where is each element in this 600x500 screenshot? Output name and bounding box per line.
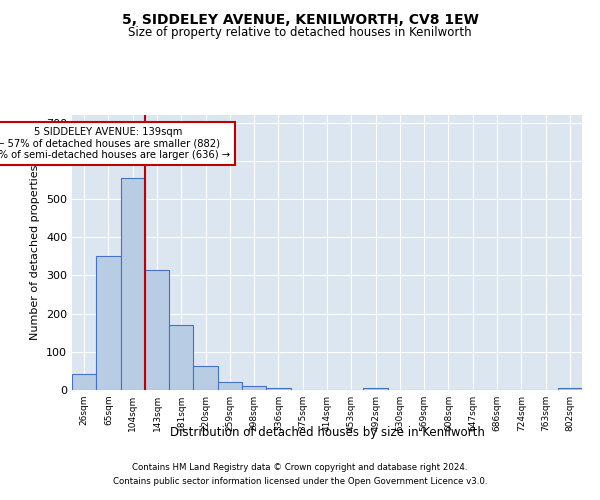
Text: 5 SIDDELEY AVENUE: 139sqm
← 57% of detached houses are smaller (882)
41% of semi: 5 SIDDELEY AVENUE: 139sqm ← 57% of detac… [0, 127, 230, 160]
Bar [364, 388, 388, 390]
Text: Contains HM Land Registry data © Crown copyright and database right 2024.: Contains HM Land Registry data © Crown c… [132, 464, 468, 472]
Bar [72, 374, 96, 390]
Bar [169, 325, 193, 390]
Bar [218, 382, 242, 390]
Text: Size of property relative to detached houses in Kenilworth: Size of property relative to detached ho… [128, 26, 472, 39]
Bar [145, 270, 169, 390]
Y-axis label: Number of detached properties: Number of detached properties [31, 165, 40, 340]
Bar [558, 388, 582, 390]
Bar [242, 386, 266, 390]
Bar [193, 366, 218, 390]
Bar [266, 388, 290, 390]
Bar [121, 178, 145, 390]
Text: Distribution of detached houses by size in Kenilworth: Distribution of detached houses by size … [170, 426, 484, 439]
Bar [96, 256, 121, 390]
Text: Contains public sector information licensed under the Open Government Licence v3: Contains public sector information licen… [113, 477, 487, 486]
Text: 5, SIDDELEY AVENUE, KENILWORTH, CV8 1EW: 5, SIDDELEY AVENUE, KENILWORTH, CV8 1EW [122, 12, 478, 26]
